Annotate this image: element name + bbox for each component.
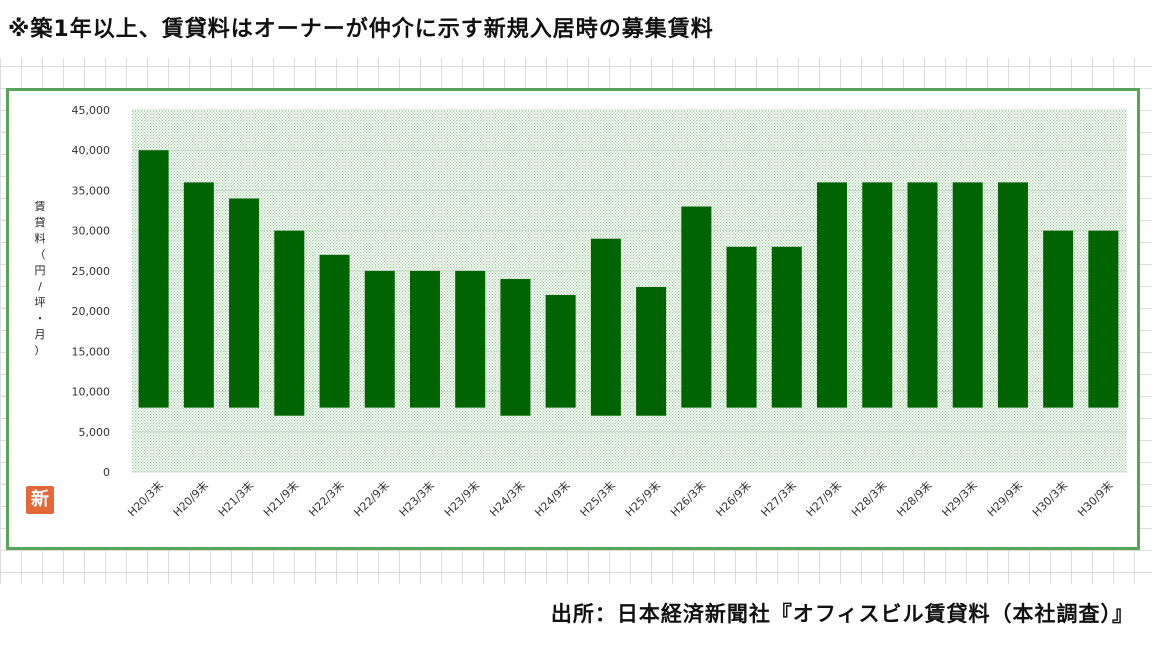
x-tick-label: H26/9末 (713, 478, 754, 519)
x-tick-label: H20/3末 (125, 478, 166, 519)
bar-H29/3末 (952, 182, 983, 408)
bar-H23/9末 (455, 270, 486, 408)
x-tick-label: H20/9末 (170, 478, 211, 519)
x-tick-label: H26/3末 (667, 478, 708, 519)
nikkei-logo-icon: 新 (26, 486, 54, 514)
x-tick-label: H22/9末 (351, 478, 392, 519)
bar-H23/3末 (409, 270, 440, 408)
x-tick-label: H25/3末 (577, 478, 618, 519)
y-tick-label: 0 (103, 466, 110, 479)
bar-H29/9末 (997, 182, 1028, 408)
x-tick-label: H22/3末 (306, 478, 347, 519)
y-tick-label: 45,000 (72, 104, 111, 117)
y-tick-label: 5,000 (79, 426, 111, 439)
y-tick-label: 30,000 (72, 225, 111, 238)
y-tick-label: 10,000 (72, 386, 111, 399)
bar-H30/9末 (1088, 230, 1119, 408)
y-axis-ticks: 0 5,000 10,000 15,000 20,000 25,000 30,000 35,0… (72, 104, 111, 479)
x-tick-label: H29/3末 (939, 478, 980, 519)
y-tick-label: 35,000 (72, 184, 111, 197)
bar-H22/9末 (364, 270, 395, 408)
bar-H21/9末 (274, 230, 305, 416)
bar-H30/3末 (1043, 230, 1074, 408)
x-tick-label: H21/3末 (215, 478, 256, 519)
bar-H24/3末 (500, 278, 531, 416)
bar-H22/3末 (319, 254, 350, 408)
bar-H26/3末 (681, 206, 712, 408)
x-tick-label: H23/9末 (441, 478, 482, 519)
bar-H25/3末 (590, 238, 621, 416)
bar-H26/9末 (726, 246, 757, 408)
x-tick-label: H30/3末 (1029, 478, 1070, 519)
y-axis-label: 賃貸料（円/坪・月） (35, 199, 46, 357)
bar-H27/3末 (771, 246, 802, 408)
x-tick-label: H30/9末 (1075, 478, 1116, 519)
bar-H27/9末 (817, 182, 848, 408)
x-tick-label: H21/9末 (260, 478, 301, 519)
source-credit: 出所：日本経済新聞社『オフィスビル賃貸料（本社調査）』 (540, 596, 1134, 632)
x-axis-ticks: H20/3末 H20/9末 H21/3末 H21/9末 H22/3末 H22/9末 H23/… (125, 478, 1116, 519)
x-tick-label: H28/9末 (894, 478, 935, 519)
x-tick-label: H24/3末 (487, 478, 528, 519)
bar-H28/3末 (862, 182, 893, 408)
x-tick-label: H29/9末 (984, 478, 1025, 519)
bars (138, 150, 1119, 416)
y-tick-label: 15,000 (72, 345, 111, 358)
x-tick-label: H28/3末 (848, 478, 889, 519)
x-tick-label: H23/3末 (396, 478, 437, 519)
bar-H24/9末 (545, 295, 576, 408)
chart-note: ※築1年以上、賃貸料はオーナーが仲介に示す新規入居時の募集賃料 (8, 10, 724, 50)
x-tick-label: H25/9末 (622, 478, 663, 519)
bar-H20/3末 (138, 150, 169, 408)
bar-H20/9末 (183, 182, 214, 408)
y-tick-label: 20,000 (72, 305, 111, 318)
x-tick-label: H27/3末 (758, 478, 799, 519)
x-tick-label: H24/9末 (532, 478, 573, 519)
x-tick-label: H27/9末 (803, 478, 844, 519)
bar-H21/3末 (229, 198, 260, 408)
y-tick-label: 25,000 (72, 265, 111, 278)
bar-H25/9末 (636, 286, 667, 416)
bar-H28/9末 (907, 182, 938, 408)
y-tick-label: 40,000 (72, 144, 111, 157)
